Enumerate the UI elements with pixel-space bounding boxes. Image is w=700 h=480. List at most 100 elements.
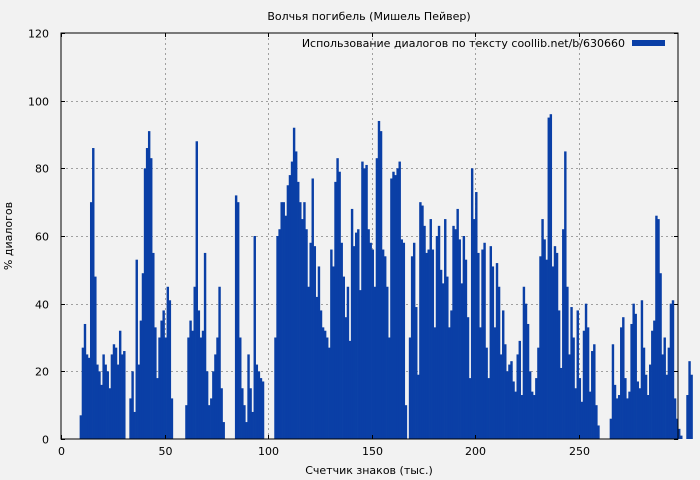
bar [441,283,445,439]
bar [290,161,294,439]
bar [359,290,362,439]
bar [129,398,132,439]
x-tick-label: 200 [465,445,486,458]
bar [543,239,546,439]
bar [131,371,134,439]
y-tick-label: 40 [35,299,49,312]
bar [497,286,501,439]
bar [456,208,459,439]
bar [135,259,138,439]
bar [493,327,497,439]
bar [299,202,302,439]
bar [216,337,219,439]
bar [651,330,654,439]
bar [110,354,114,439]
bar [369,242,372,439]
bar [468,378,472,439]
bar [92,148,95,439]
bar [423,225,426,439]
axis-ticks: 0 20 40 60 80 100 120 0 50 100 150 200 250 [28,28,678,458]
bar [499,354,503,439]
bar [284,215,288,439]
bar [208,405,211,439]
bar [334,181,337,439]
bar [218,286,221,439]
x-tick-label: 150 [362,445,383,458]
bar [495,263,499,439]
bar [116,364,120,439]
bar [112,344,116,439]
bar [301,219,304,439]
bar [439,269,443,439]
bar [352,246,356,439]
bar [394,175,397,439]
bar [425,252,428,439]
bar [348,340,352,439]
bar [381,249,385,439]
bar [274,337,277,439]
bar [102,354,105,439]
y-tick-label: 80 [35,163,49,176]
bar [133,411,136,439]
bar [491,266,495,439]
bar [319,310,323,439]
bar [137,364,141,439]
bar [392,171,395,439]
bar [551,266,555,439]
bar [326,337,329,439]
bar [205,371,209,439]
bar [464,259,468,439]
bar [342,276,345,439]
x-axis-title: Счетчик знаков (тыс.) [305,464,433,477]
bar [570,307,573,439]
bar [582,330,586,439]
bar [487,378,490,439]
bar [118,330,122,439]
bar [690,374,693,439]
bar [622,317,625,439]
bar [613,384,617,439]
bar [574,388,577,439]
bar [261,381,265,439]
bar [620,327,623,439]
bar [518,340,521,439]
x-tick-label: 0 [58,445,65,458]
bar [541,219,544,439]
bar [653,320,656,439]
bar [649,364,652,439]
bar [686,395,689,439]
bar [591,351,594,439]
bar [309,242,312,439]
bar [547,117,550,439]
bar [545,259,548,439]
bar [559,367,563,439]
bar [655,215,658,439]
bar [479,327,482,439]
bar [375,158,379,439]
bar [473,219,476,439]
bar [466,317,470,439]
bar [644,374,648,439]
bar [454,229,457,439]
bar [166,286,170,439]
bar [338,171,341,439]
bar [191,330,194,439]
bar [340,242,343,439]
bar [667,347,671,439]
bar [390,178,393,440]
bar [421,205,424,439]
bar [663,337,666,439]
bar [222,422,225,439]
bar [185,405,188,439]
bar [307,286,310,439]
bar [203,252,207,439]
bar [346,286,350,439]
bar [535,378,538,439]
bar [328,347,331,439]
bar [398,161,401,439]
bar [609,418,613,439]
bar [588,391,592,439]
bar [483,242,486,439]
bar [566,286,569,439]
